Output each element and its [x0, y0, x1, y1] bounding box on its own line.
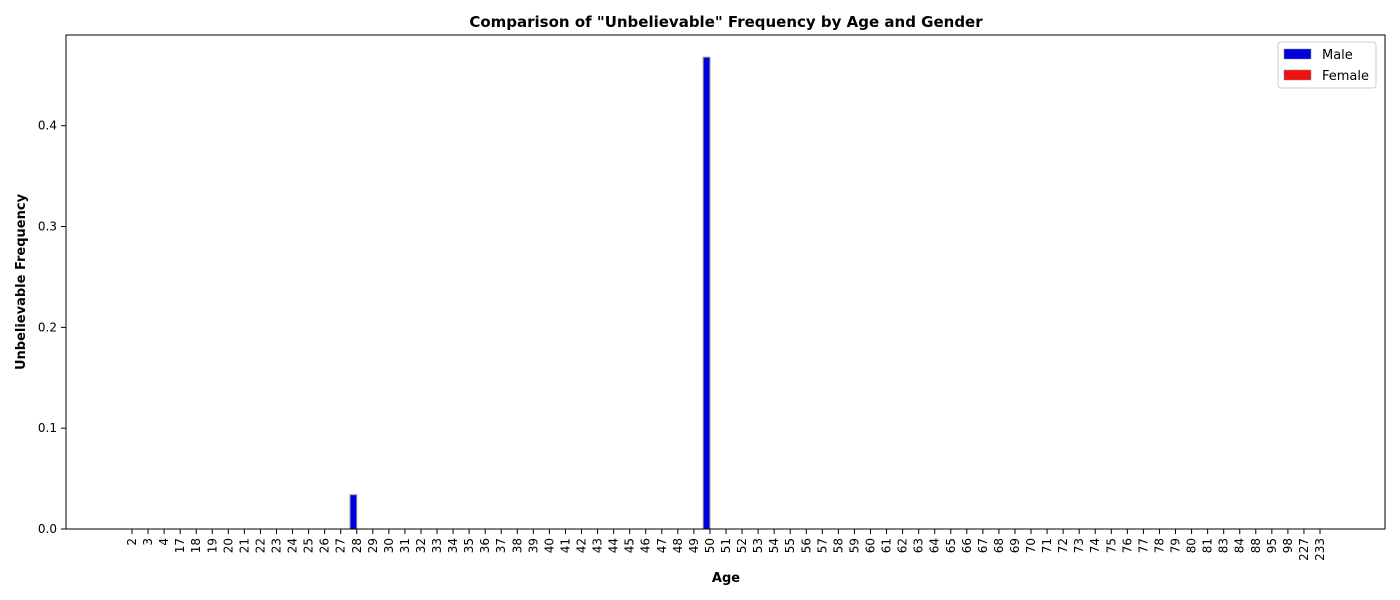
legend-swatch-male — [1283, 48, 1312, 60]
y-tick-label: 0.2 — [38, 320, 57, 334]
x-tick-label: 55 — [783, 538, 797, 553]
x-tick-label: 40 — [542, 538, 556, 553]
x-tick-label: 47 — [655, 538, 669, 553]
y-tick-label: 0.0 — [38, 522, 57, 536]
legend-label-female: Female — [1322, 69, 1369, 84]
x-tick-label: 84 — [1233, 538, 1247, 553]
x-tick-label: 95 — [1265, 538, 1279, 553]
x-tick-label: 53 — [751, 538, 765, 553]
x-tick-label: 39 — [526, 538, 540, 553]
x-tick-label: 17 — [173, 538, 187, 553]
x-tick-label: 37 — [494, 538, 508, 553]
x-tick-label: 98 — [1281, 538, 1295, 553]
y-tick-label: 0.1 — [38, 421, 57, 435]
x-tick-label: 81 — [1201, 538, 1215, 553]
x-tick-label: 65 — [944, 538, 958, 553]
bars — [349, 56, 711, 530]
x-tick-label: 2 — [125, 538, 139, 546]
x-tick-label: 227 — [1297, 538, 1311, 561]
x-tick-label: 58 — [831, 538, 845, 553]
x-tick-label: 36 — [478, 538, 492, 553]
x-tick-label: 34 — [446, 538, 460, 553]
x-tick-label: 64 — [928, 538, 942, 553]
x-tick-label: 35 — [462, 538, 476, 553]
x-tick-label: 19 — [205, 538, 219, 553]
x-tick-label: 31 — [398, 538, 412, 553]
x-tick-label: 62 — [896, 538, 910, 553]
x-tick-label: 48 — [671, 538, 685, 553]
x-tick-label: 57 — [815, 538, 829, 553]
y-axis: 0.0 0.1 0.2 0.3 0.4 — [38, 119, 66, 536]
x-tick-label: 25 — [302, 538, 316, 553]
bar-male-50 — [702, 56, 711, 530]
x-tick-label: 44 — [607, 538, 621, 553]
x-tick-label: 63 — [912, 538, 926, 553]
x-tick-label: 51 — [719, 538, 733, 553]
x-tick-label: 60 — [863, 538, 877, 553]
x-tick-label: 77 — [1136, 538, 1150, 553]
x-tick-label: 80 — [1185, 538, 1199, 553]
x-tick-label: 26 — [318, 538, 332, 553]
x-tick-label: 59 — [847, 538, 861, 553]
y-tick-label: 0.4 — [38, 119, 57, 133]
x-tick-label: 4 — [157, 538, 171, 546]
bar-male-28 — [349, 494, 358, 530]
x-tick-label: 70 — [1024, 538, 1038, 553]
x-tick-label: 79 — [1169, 538, 1183, 553]
x-tick-label: 74 — [1088, 538, 1102, 553]
x-tick-label: 66 — [960, 538, 974, 553]
x-tick-label: 23 — [269, 538, 283, 553]
x-tick-label: 29 — [366, 538, 380, 553]
x-tick-label: 41 — [558, 538, 572, 553]
x-tick-label: 21 — [237, 538, 251, 553]
x-tick-label: 27 — [334, 538, 348, 553]
x-tick-label: 43 — [591, 538, 605, 553]
plot-frame — [65, 34, 1386, 530]
legend-label-male: Male — [1322, 48, 1353, 63]
x-tick-label: 88 — [1249, 538, 1263, 553]
x-tick-label: 56 — [799, 538, 813, 553]
x-tick-label: 28 — [350, 538, 364, 553]
x-tick-label: 42 — [575, 538, 589, 553]
x-tick-label: 24 — [286, 538, 300, 553]
x-tick-label: 18 — [189, 538, 203, 553]
x-tick-label: 52 — [735, 538, 749, 553]
x-tick-label: 30 — [382, 538, 396, 553]
x-tick-label: 32 — [414, 538, 428, 553]
x-tick-label: 71 — [1040, 538, 1054, 553]
x-tick-label: 67 — [976, 538, 990, 553]
x-tick-label: 33 — [430, 538, 444, 553]
x-tick-label: 3 — [141, 538, 155, 546]
x-tick-label: 22 — [253, 538, 267, 553]
x-axis: 2 3 4 17 18 19 20 21 22 23 24 25 26 27 28 29 30 31 32 33 34 3… — [125, 529, 1327, 561]
x-tick-label: 75 — [1104, 538, 1118, 553]
x-tick-label: 20 — [221, 538, 235, 553]
y-tick-label: 0.3 — [38, 220, 57, 234]
chart-title: Comparison of "Unbelievable" Frequency b… — [469, 13, 983, 31]
x-tick-label: 49 — [687, 538, 701, 553]
x-tick-label: 72 — [1056, 538, 1070, 553]
legend-swatch-female — [1283, 69, 1312, 81]
x-tick-label: 233 — [1313, 538, 1327, 561]
x-tick-label: 78 — [1152, 538, 1166, 553]
x-tick-label: 38 — [510, 538, 524, 553]
x-tick-label: 50 — [703, 538, 717, 553]
y-axis-label: Unbelievable Frequency — [14, 193, 29, 370]
x-tick-label: 61 — [880, 538, 894, 553]
x-tick-label: 68 — [992, 538, 1006, 553]
x-tick-label: 69 — [1008, 538, 1022, 553]
x-tick-label: 76 — [1120, 538, 1134, 553]
x-tick-label: 83 — [1217, 538, 1231, 553]
x-axis-label: Age — [712, 571, 740, 586]
x-tick-label: 45 — [623, 538, 637, 553]
x-tick-label: 73 — [1072, 538, 1086, 553]
x-tick-label: 54 — [767, 538, 781, 553]
legend: Male Female — [1277, 41, 1377, 89]
x-tick-label: 46 — [639, 538, 653, 553]
